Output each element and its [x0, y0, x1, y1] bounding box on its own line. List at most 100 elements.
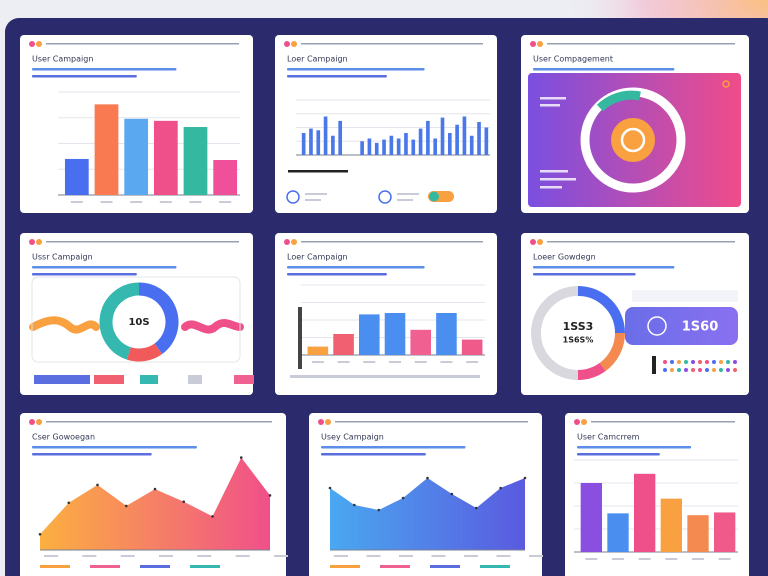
hero-core	[611, 118, 655, 162]
point	[38, 532, 42, 536]
point	[328, 486, 332, 490]
point	[499, 486, 502, 490]
x-label-placeholder	[363, 361, 376, 363]
subtitle-line	[533, 273, 636, 276]
panel: Loeer Gowdegn 1SS3 1S6S% 1S60	[521, 233, 749, 395]
inner-frame	[31, 276, 241, 363]
bar	[183, 127, 208, 195]
bar	[333, 334, 354, 355]
progress	[288, 170, 348, 173]
hero-dot	[722, 80, 730, 88]
panel: Usey Campaign	[309, 413, 543, 576]
point	[474, 506, 478, 510]
dot	[684, 368, 688, 372]
dot	[719, 368, 723, 372]
point	[523, 476, 527, 480]
donut-segment	[577, 362, 606, 380]
point	[450, 492, 454, 496]
panel-title: User Camcrrem	[577, 433, 640, 442]
subtitle-line	[32, 446, 197, 449]
bar	[469, 135, 474, 155]
subtitle-line	[32, 273, 137, 276]
dot	[691, 360, 695, 364]
bar	[396, 138, 401, 155]
x-label-placeholder	[585, 558, 598, 560]
area	[330, 478, 525, 550]
x-label-placeholder	[70, 201, 83, 203]
dot	[712, 368, 716, 372]
dot	[670, 368, 674, 372]
x-label-placeholder	[612, 558, 624, 560]
subtitle-line	[32, 68, 177, 71]
point	[182, 500, 186, 504]
panel: Cser Gowoegan	[20, 413, 288, 576]
badge-value: 1S60	[682, 320, 719, 335]
subtitle-line	[32, 266, 177, 269]
dot	[733, 360, 737, 364]
bar	[384, 313, 406, 355]
point	[401, 496, 405, 500]
window-dot	[581, 419, 587, 425]
hero-core-ring	[620, 127, 646, 153]
dot	[698, 360, 702, 364]
dot	[670, 360, 674, 364]
subtitle-line	[287, 273, 387, 276]
bar	[153, 120, 178, 195]
dot	[677, 368, 681, 372]
x-label-placeholder	[189, 201, 202, 203]
x-label-placeholder	[159, 201, 172, 203]
hero-line	[540, 186, 562, 189]
point	[377, 508, 381, 512]
x-label-placeholder	[431, 555, 446, 557]
panel: User Campaign	[20, 35, 253, 213]
panel-title: Cser Gowoegan	[32, 433, 95, 442]
widget-line	[397, 193, 419, 195]
bar	[331, 135, 335, 155]
toggle-knob	[429, 191, 439, 202]
x-label-placeholder	[466, 361, 479, 363]
area	[40, 457, 270, 550]
window-dot	[29, 41, 35, 47]
window-dot	[530, 239, 536, 245]
dot	[726, 368, 730, 372]
x-label-placeholder	[274, 555, 288, 557]
bar	[323, 116, 328, 155]
bar	[382, 139, 386, 155]
header-line	[335, 421, 528, 423]
legend-swatch	[140, 565, 170, 568]
dot	[719, 360, 723, 364]
legend-swatch	[380, 565, 410, 568]
panel-card	[275, 35, 497, 213]
panel: User Camcrrem	[565, 413, 749, 576]
header-line	[547, 241, 735, 243]
bar	[411, 139, 416, 155]
point	[153, 487, 157, 491]
widget-icon	[378, 190, 392, 204]
dot	[733, 368, 737, 372]
panel: Ussr Campaign 10S	[20, 233, 254, 395]
bar	[440, 117, 445, 155]
x-label-placeholder	[311, 361, 324, 363]
bar	[660, 498, 682, 552]
subtitle-line	[577, 446, 692, 449]
bar	[338, 120, 343, 155]
wave	[29, 316, 100, 334]
window-dot	[36, 41, 42, 47]
legend-swatch	[480, 565, 510, 568]
subtitle-line	[287, 75, 387, 78]
badge-icon	[647, 316, 667, 336]
widget-line	[397, 199, 413, 201]
x-label-placeholder	[337, 361, 350, 363]
window-dot	[530, 41, 536, 47]
widget-line	[305, 193, 327, 195]
panel: Loer Campaign	[275, 233, 497, 395]
bar	[426, 120, 430, 155]
table-head	[632, 290, 738, 302]
header-line	[301, 241, 483, 243]
panel-title: Usey Campaign	[321, 433, 384, 442]
window-dot	[284, 41, 290, 47]
panel-title: Loer Campaign	[287, 253, 348, 262]
x-label-placeholder	[529, 555, 543, 557]
donut-segment	[577, 286, 625, 334]
